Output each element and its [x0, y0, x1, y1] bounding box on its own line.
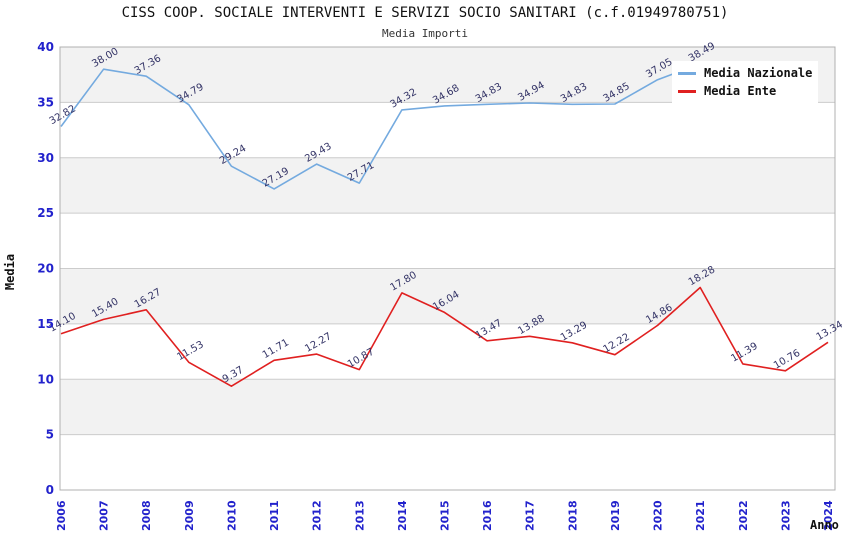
x-tick-label: 2009: [183, 500, 196, 531]
series-media-ente-line: [60, 286, 829, 388]
data-label: 12.22: [601, 332, 631, 356]
y-axis-title: Media: [3, 254, 17, 290]
y-tick-label: 30: [37, 151, 54, 165]
y-tick-label: 15: [37, 317, 54, 331]
legend-swatch-nazionale-icon: [678, 71, 696, 75]
x-axis-ticks: 2006 2007 2008 2009 2010 2011 2012 2013 2014 2015…: [55, 500, 835, 531]
y-tick-label: 35: [37, 95, 54, 109]
x-tick-label: 2021: [694, 500, 707, 531]
x-tick-label: 2013: [353, 500, 366, 531]
x-tick-label: 2015: [439, 500, 452, 531]
legend-label-ente: Media Ente: [704, 84, 777, 98]
chart-title: CISS COOP. SOCIALE INTERVENTI E SERVIZI …: [121, 5, 729, 21]
y-tick-label: 25: [37, 206, 54, 220]
x-tick-label: 2024: [822, 500, 835, 531]
y-tick-label: 20: [37, 262, 54, 276]
x-tick-label: 2010: [225, 500, 238, 531]
x-tick-label: 2019: [609, 500, 622, 531]
y-tick-label: 5: [46, 428, 54, 442]
x-tick-label: 2014: [396, 500, 409, 531]
chart-legend: Media Nazionale Media Ente: [672, 61, 819, 103]
x-tick-label: 2017: [524, 500, 537, 531]
legend-item-media-nazionale: Media Nazionale: [678, 64, 812, 82]
data-label: 10.76: [772, 348, 802, 372]
data-label: 12.27: [303, 331, 333, 355]
legend-swatch-ente-icon: [678, 89, 696, 93]
x-tick-label: 2008: [140, 500, 153, 531]
y-tick-label: 10: [37, 372, 54, 386]
data-label: 11.71: [261, 337, 291, 361]
x-tick-label: 2022: [737, 500, 750, 531]
plot-border: [59, 46, 836, 491]
legend-label-nazionale: Media Nazionale: [704, 66, 813, 80]
legend-item-media-ente: Media Ente: [678, 82, 812, 100]
series-media-nazionale-line: [60, 62, 701, 190]
x-tick-label: 2023: [779, 500, 792, 531]
y-axis-ticks: 0 5 10 15 20 25 30 35 40: [37, 40, 54, 497]
y-tick-label: 40: [37, 40, 54, 54]
x-tick-label: 2018: [566, 500, 579, 531]
data-label: 11.53: [175, 339, 205, 363]
x-tick-label: 2006: [55, 500, 68, 531]
x-tick-label: 2020: [652, 500, 665, 531]
y-tick-label: 0: [46, 483, 54, 497]
data-label: 11.39: [729, 341, 759, 365]
x-tick-label: 2007: [98, 500, 111, 531]
x-tick-label: 2012: [311, 500, 324, 531]
x-axis-title: Anno: [810, 518, 839, 532]
x-tick-label: 2016: [481, 500, 494, 531]
chart-subtitle: Media Importi: [381, 27, 469, 40]
x-tick-label: 2011: [268, 500, 281, 531]
